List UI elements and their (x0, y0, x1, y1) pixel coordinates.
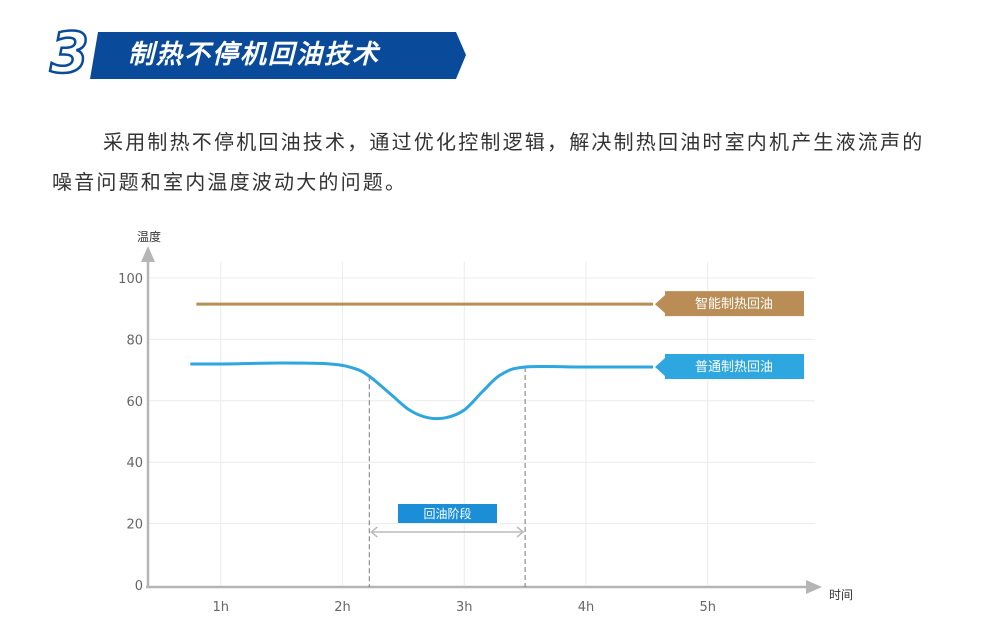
x-axis-arrow-icon (806, 580, 822, 594)
x-tick-label: 2h (334, 600, 351, 615)
series-line-1 (190, 361, 653, 421)
legend-label: 普通制热回油 (695, 360, 773, 375)
phase-label-box (398, 504, 497, 523)
section-number-icon: 3 (49, 20, 90, 88)
intro-paragraph: 采用制热不停机回油技术，通过优化控制逻辑，解决制热回油时室内机产生液流声的噪音问… (52, 130, 925, 194)
section-title: 制热不停机回油技术 (128, 40, 381, 70)
y-tick-label: 100 (118, 272, 143, 287)
x-tick-label: 3h (456, 600, 473, 615)
section-number: 3 (50, 21, 89, 86)
y-tick-label: 60 (126, 395, 143, 410)
arrow-left-icon (370, 526, 378, 538)
legend-label: 智能制热回油 (695, 297, 773, 312)
section-header: 3 制热不停机回油技术 (0, 0, 990, 90)
phase-label: 回油阶段 (423, 506, 471, 521)
y-tick-label: 20 (126, 518, 143, 533)
legend-tag-0 (655, 291, 804, 317)
y-tick-label: 40 (126, 456, 143, 471)
x-tick-label: 5h (699, 600, 716, 615)
x-tick-label: 4h (578, 600, 595, 615)
title-banner (90, 32, 466, 79)
section-banner: 3 (49, 20, 466, 88)
y-axis-label: 温度 (137, 229, 161, 244)
arrow-right-icon (516, 526, 525, 538)
y-axis-arrow-icon (141, 246, 155, 262)
legend-tag-1 (655, 354, 804, 380)
x-axis-label: 时间 (829, 588, 853, 602)
y-tick-label: 80 (126, 333, 143, 348)
x-tick-label: 1h (212, 600, 229, 615)
y-tick-label: 0 (135, 579, 143, 594)
